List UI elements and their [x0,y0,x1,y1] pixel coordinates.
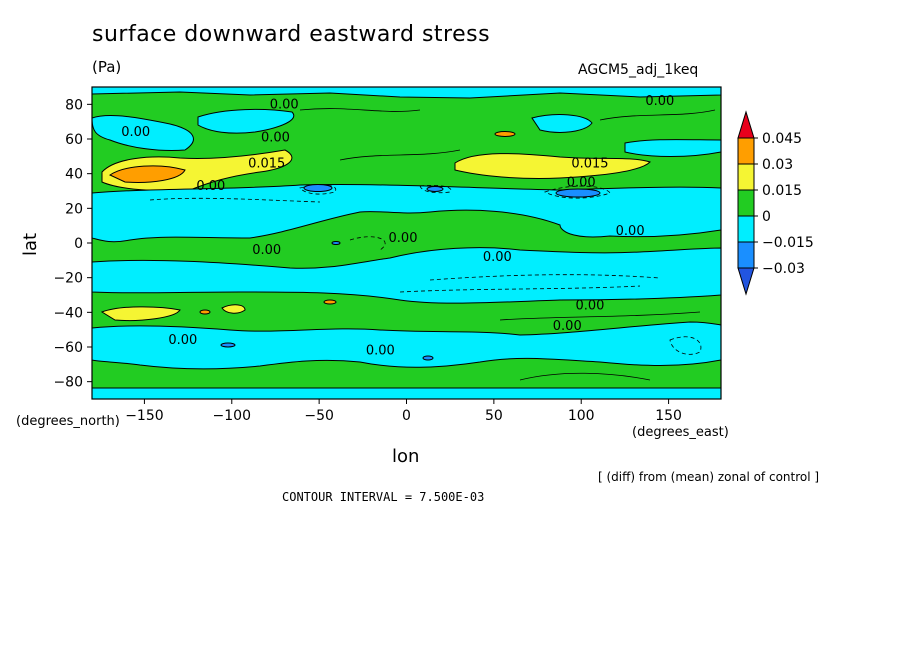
x-axis: −150 −100 −50 0 50 100 150 [125,399,682,424]
negative-contour [399,285,641,293]
negative-spot [426,186,444,192]
colorbar-max-triangle [737,110,755,139]
contour-labels: 0.00 0.00 0.00 0.00 0.015 0.015 0.00 0.00 0.00 0.… [121,94,674,359]
negative-contour [544,185,611,199]
field-region-n-atlantic [197,108,295,134]
y-axis-label: lat [20,232,41,256]
strong-positive-spots [199,131,516,315]
field-region-westerly-asia [454,153,651,180]
contour-label: 0.015 [248,156,285,171]
field-region-ne-asia [624,139,721,157]
y-tick-label: −80 [53,375,83,391]
field-region-southern-ocean [92,321,721,370]
colorbar-label: 0 [762,209,771,225]
colorbar-segment [737,137,755,165]
y-axis-units: (degrees_north) [16,414,120,429]
y-tick-label: −60 [53,340,83,356]
x-tick-label: 50 [485,408,503,424]
colorbar-label: 0.015 [762,183,802,199]
contour-label: 0.00 [261,130,290,145]
y-tick-label: 40 [65,167,83,183]
run-label: AGCM5_adj_1keq [578,62,699,78]
x-tick-label: 100 [568,408,595,424]
colorbar-segment [737,241,755,269]
contour-label: 0.015 [571,156,608,171]
y-tick-label: 20 [65,201,83,217]
negative-spot [220,342,236,348]
colorbar-label: 0.03 [762,157,793,173]
field-region-southern-westerly-small [221,304,246,314]
units-label: (Pa) [92,58,122,76]
y-tick-label: 0 [74,236,83,252]
y-axis: 80 60 40 20 0 −20 −40 −60 −80 [53,97,92,391]
field-region-antarctic [92,387,721,399]
x-tick-label: −100 [213,408,251,424]
contour-label: 0.00 [616,224,645,239]
y-tick-label: −40 [53,305,83,321]
y-tick-label: 80 [65,97,83,113]
contour-label: 0.00 [252,243,281,258]
x-axis-units: (degrees_east) [632,425,729,440]
field-region-westerly-pacific-core [108,165,186,183]
positive-contour [339,149,461,161]
colorbar-label: −0.03 [762,261,805,277]
colorbar-label: −0.015 [762,235,814,251]
strong-negative-spots [220,184,601,361]
contour-label: 0.00 [483,250,512,265]
x-axis-label: lon [392,446,420,467]
colorbar-label: 0.045 [762,131,802,147]
chart-title: surface downward eastward stress [92,22,491,47]
y-tick-label: 60 [65,132,83,148]
x-tick-label: 0 [402,408,411,424]
field-region-arctic [92,87,721,99]
contour-interval: CONTOUR INTERVAL = 7.500E-03 [282,490,485,504]
contour-label: 0.00 [196,179,225,194]
x-tick-label: −50 [304,408,334,424]
colorbar-segment [737,189,755,217]
positive-contours [299,108,716,381]
negative-spot [303,184,333,192]
stress-field [92,87,721,399]
contour-label: 0.00 [366,343,395,358]
colorbar-min-triangle [737,267,755,296]
positive-contour [599,109,716,121]
field-region-tropics-south [92,247,721,304]
field-region-n-europe [531,114,593,133]
colorbar-segment [737,215,755,243]
x-tick-label: 150 [655,408,682,424]
positive-contour [299,108,421,112]
contour-label: 0.00 [168,333,197,348]
positive-spot [323,299,337,305]
y-tick-label: −20 [53,271,83,287]
field-region-nw-pacific [92,115,194,151]
colorbar: 0.045 0.03 0.015 0 −0.015 −0.03 [737,110,814,296]
positive-contour [519,372,651,381]
negative-contour [669,336,702,355]
negative-spot [422,355,434,361]
positive-contour [499,311,701,321]
negative-spot [331,241,341,245]
x-tick-label: −150 [125,408,163,424]
contour-label: 0.00 [270,97,299,112]
field-region-southern-westerly [100,306,181,321]
negative-contour [419,184,452,194]
contour-label: 0.00 [121,125,150,140]
contour-label: 0.00 [575,298,604,313]
negative-contour [149,197,321,203]
field-region-tropics-north [92,184,721,243]
colorbar-segment [737,163,755,191]
contour-label: 0.00 [389,231,418,246]
contour-label: 0.00 [567,175,596,190]
contour-label: 0.00 [553,319,582,334]
negative-contour [349,236,386,251]
contour-label: 0.00 [645,94,674,109]
positive-spot [494,131,516,137]
diff-note: [ (diff) from (mean) zonal of control ] [598,470,820,484]
negative-spot [555,188,601,198]
positive-spot [199,309,211,315]
